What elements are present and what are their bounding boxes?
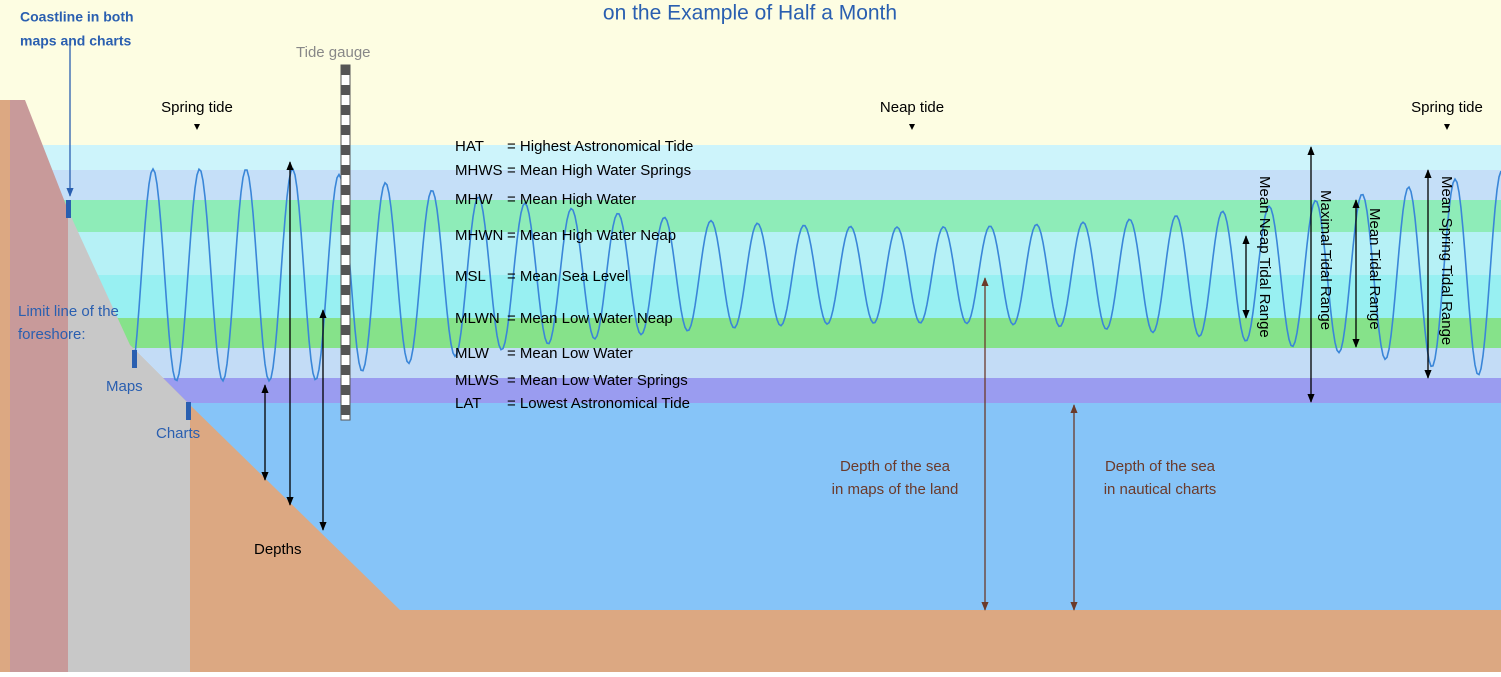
label: Tide gauge <box>296 44 371 61</box>
gauge-stripe <box>341 405 350 415</box>
range-label: Mean Neap Tidal Range <box>1256 176 1273 338</box>
level-abbr: HAT <box>455 138 484 155</box>
label: Neap tide <box>880 99 944 116</box>
level-text: = Lowest Astronomical Tide <box>507 395 690 412</box>
gauge-stripe <box>341 185 350 195</box>
label: Limit line of the <box>18 303 119 320</box>
label: Spring tide <box>1411 99 1483 116</box>
level-abbr: MHW <box>455 191 493 208</box>
label: Coastline in both <box>20 9 134 25</box>
water-bands <box>0 145 1501 613</box>
level-text: = Mean Low Water Neap <box>507 310 673 327</box>
gauge-stripe <box>341 65 350 75</box>
level-abbr: LAT <box>455 395 481 412</box>
gauge-stripe <box>341 385 350 395</box>
land <box>10 100 68 672</box>
label: in nautical charts <box>1104 481 1217 498</box>
level-text: = Mean Low Water Springs <box>507 372 688 389</box>
foreshore <box>68 210 190 672</box>
label: Depths <box>254 541 302 558</box>
gauge-stripe <box>341 165 350 175</box>
gauge-stripe <box>341 125 350 135</box>
label: maps and charts <box>20 33 131 49</box>
label: in maps of the land <box>832 481 959 498</box>
level-text: = Mean High Water <box>507 191 636 208</box>
gauge-stripe <box>341 85 350 95</box>
range-label: Mean Spring Tidal Range <box>1438 176 1455 345</box>
level-abbr: MHWS <box>455 162 503 179</box>
title: on the Example of Half a Month <box>603 2 897 25</box>
tide-gauge <box>340 64 351 421</box>
level-abbr: MSL <box>455 268 486 285</box>
range-label: Mean Tidal Range <box>1366 208 1383 330</box>
label: Maps <box>106 378 143 395</box>
gauge-stripe <box>341 365 350 375</box>
tide-curve <box>134 167 1501 383</box>
gauge-stripe <box>341 345 350 355</box>
label: Charts <box>156 425 200 442</box>
level-text: = Highest Astronomical Tide <box>507 138 693 155</box>
level-abbr: MLWN <box>455 310 500 327</box>
gauge-stripe <box>341 145 350 155</box>
level-abbr: MLWS <box>455 372 499 389</box>
level-text: = Mean Low Water <box>507 345 633 362</box>
level-text: = Mean Sea Level <box>507 268 628 285</box>
gauge-stripe <box>341 285 350 295</box>
level-abbr: MLW <box>455 345 490 362</box>
tide-pointers <box>194 124 1450 130</box>
label: foreshore: <box>18 326 86 343</box>
marks <box>66 200 191 420</box>
label: Depth of the sea <box>840 458 951 475</box>
gauge-stripe <box>341 325 350 335</box>
gauge-stripe <box>341 225 350 235</box>
range-label: Maximal Tidal Range <box>1317 190 1334 330</box>
gauge-stripe <box>341 265 350 275</box>
label: Depth of the sea <box>1105 458 1216 475</box>
depth-arrows <box>981 277 1078 611</box>
gauge-stripe <box>341 245 350 255</box>
level-abbr: MHWN <box>455 227 503 244</box>
gauge-stripe <box>341 305 350 315</box>
level-text: = Mean High Water Springs <box>507 162 691 179</box>
arrows <box>261 146 1432 531</box>
level-text: = Mean High Water Neap <box>507 227 676 244</box>
gauge-stripe <box>341 105 350 115</box>
label: Spring tide <box>161 99 233 116</box>
gauge-stripe <box>341 205 350 215</box>
